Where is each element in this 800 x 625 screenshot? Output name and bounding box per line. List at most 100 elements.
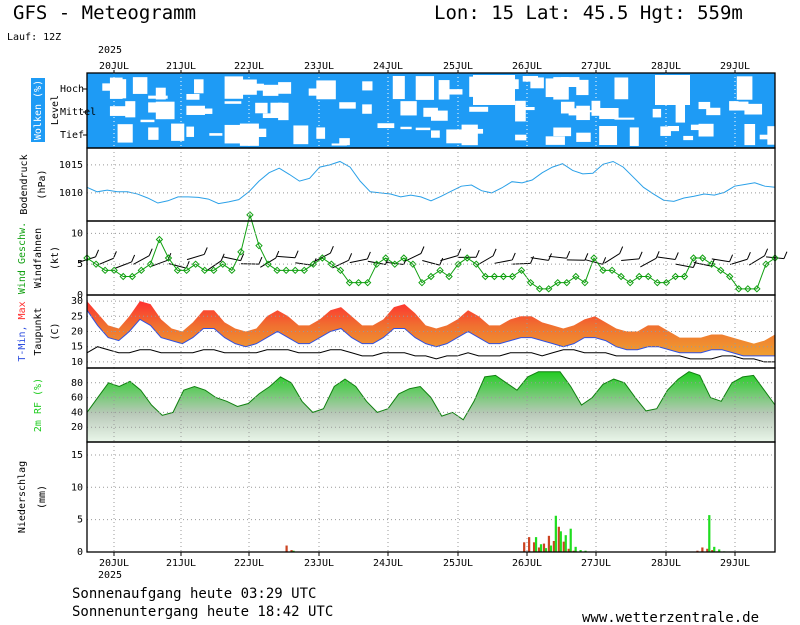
- wind-barb-flag: [348, 253, 353, 261]
- wind-point: [210, 266, 218, 275]
- temp-axis-label: T-Min, Max: [17, 301, 28, 361]
- precip-bar-red: [706, 548, 709, 552]
- sunset-text: Sonnenuntergang heute 18:42 UTC: [72, 604, 334, 620]
- cloud-gap: [201, 108, 213, 114]
- precip-bar-red: [528, 537, 531, 552]
- temp-range-area: [87, 301, 775, 356]
- dewpoint-line: [86, 346, 775, 363]
- wind-barb: [748, 255, 765, 266]
- precip-bar-red: [537, 547, 541, 552]
- cloud-gap: [599, 125, 618, 146]
- cloud-gap: [553, 127, 572, 137]
- wind-barb-flag: [619, 246, 624, 254]
- wind-barb: [548, 255, 567, 259]
- wind-point: [228, 266, 236, 275]
- wind-barb-flag: [95, 249, 100, 258]
- wind-barb-flag: [275, 250, 280, 259]
- wind-speed-line: [86, 212, 776, 290]
- year-label-top: 2025: [98, 45, 123, 56]
- cloud-gap: [316, 127, 326, 139]
- cloud-gap: [109, 106, 130, 116]
- precip-bar-green: [708, 515, 711, 552]
- wind-point: [219, 260, 227, 268]
- wind-barb-flag: [566, 251, 571, 259]
- wind-point: [617, 272, 625, 281]
- cloud-gap: [224, 101, 242, 104]
- cloud-gap: [255, 102, 268, 114]
- location-readout: Lon: 15 Lat: 45.5 Hgt: 559m: [434, 2, 743, 24]
- wind-point: [472, 260, 480, 268]
- wind-point: [327, 260, 336, 268]
- cloud-level-tick: Hoch: [60, 84, 84, 95]
- cloud-gap: [660, 126, 671, 136]
- tmin-label: T-Min,: [17, 319, 28, 361]
- pressure-line: [86, 160, 776, 205]
- cloud-gap: [400, 126, 412, 130]
- wind-barb: [150, 259, 169, 267]
- cloud-gap: [446, 89, 463, 95]
- precip-bar-red: [532, 542, 536, 552]
- wind-barb-flag: [329, 245, 334, 254]
- precip-bar-red: [711, 550, 714, 552]
- tmax-label: Max: [17, 301, 28, 319]
- wind-barb-flag: [492, 248, 497, 257]
- wind-point: [544, 285, 553, 293]
- cloud-gap: [186, 126, 195, 137]
- date-label-bottom: 27JUL: [581, 558, 611, 569]
- wind-point: [354, 278, 363, 287]
- date-label-bottom: 23JUL: [304, 558, 334, 569]
- wind-barb: [440, 255, 458, 262]
- wind-barb-flag: [674, 252, 679, 260]
- precip-bar-green: [539, 544, 543, 552]
- precip-bar-green: [569, 528, 572, 552]
- cloud-gap: [515, 134, 527, 141]
- wind-barb: [186, 253, 205, 261]
- wind-barb-flag: [148, 248, 153, 256]
- precip-bar-green: [554, 515, 557, 552]
- cloud-gap: [186, 105, 205, 115]
- dewpoint-label: Taupunkt: [33, 307, 44, 355]
- precip-bar-red: [285, 545, 288, 552]
- wind-point: [499, 272, 508, 281]
- cloud-gap: [576, 105, 590, 121]
- date-label-bottom: 25JUL: [443, 558, 473, 569]
- wind-point: [246, 211, 254, 219]
- humidity-axis-label: 2m RF (%): [33, 378, 44, 432]
- precip-bar-green: [713, 546, 716, 552]
- site-credit: www.wetterzentrale.de: [582, 610, 760, 625]
- temp-tick-label: 30: [71, 296, 83, 307]
- precip-bar-red: [701, 547, 704, 552]
- date-label-top: 20JUL: [99, 61, 129, 72]
- cloud-level-tick: Mittel: [60, 107, 96, 118]
- precip-bar-red: [542, 543, 546, 552]
- wind-point: [237, 248, 245, 256]
- wind-barb-flag: [420, 246, 425, 254]
- date-label-top: 24JUL: [373, 61, 403, 72]
- precip-tick-label: 10: [71, 482, 83, 493]
- cloud-gap: [667, 125, 679, 132]
- wind-barb: [675, 263, 694, 268]
- precip-bar-red: [552, 541, 555, 552]
- date-label-bottom: 26JUL: [512, 558, 542, 569]
- wind-point: [753, 285, 761, 293]
- wind-barb-flag: [764, 248, 769, 256]
- precip-bar-green: [534, 537, 538, 552]
- wind-point: [671, 272, 680, 281]
- wind-barb: [422, 259, 440, 266]
- wind-point: [554, 278, 562, 287]
- wind-point: [508, 272, 517, 281]
- cloud-gap: [415, 127, 431, 131]
- cloud-gap: [431, 110, 448, 121]
- cloud-gap: [767, 126, 786, 145]
- wind-barb-flag: [584, 253, 589, 261]
- temp-tick-label: 15: [71, 342, 83, 353]
- cloud-gap: [117, 124, 133, 143]
- cloud-gap: [262, 84, 279, 96]
- cloud-gap: [239, 79, 257, 95]
- wind-barb-flag: [746, 252, 751, 260]
- date-label-top: 26JUL: [512, 61, 542, 72]
- wind-barb: [604, 253, 620, 264]
- date-label-bottom: 22JUL: [234, 558, 264, 569]
- cloud-gap: [400, 101, 417, 116]
- page-title: GFS - Meteogramm: [13, 2, 197, 24]
